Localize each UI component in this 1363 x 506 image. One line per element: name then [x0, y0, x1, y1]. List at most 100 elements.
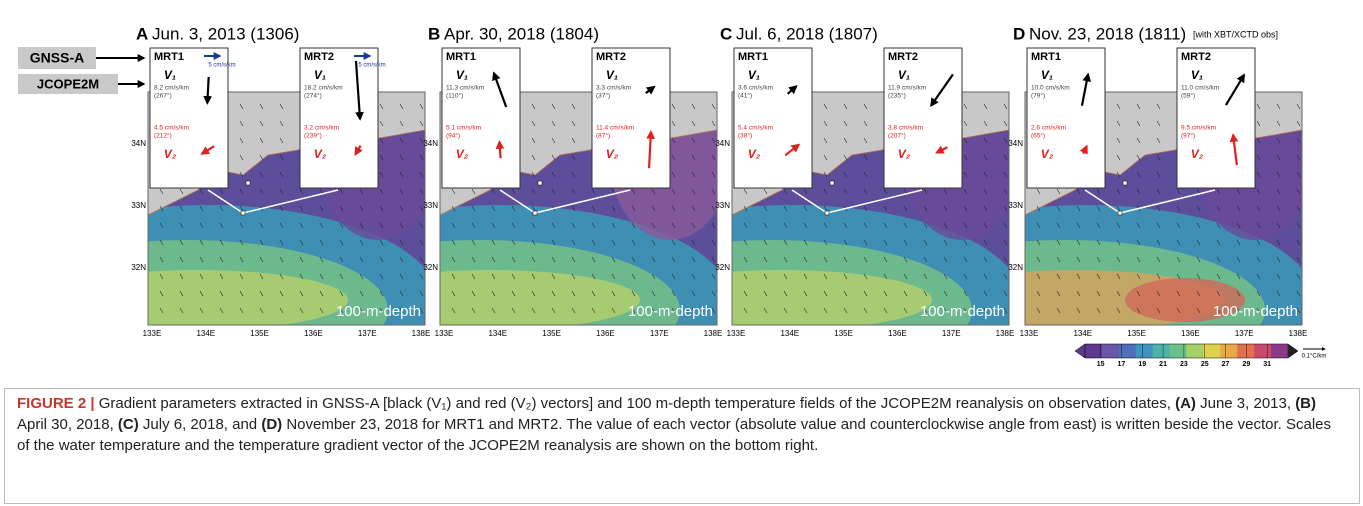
flow-tick — [279, 273, 284, 280]
lat-tick-label: 33N — [1008, 201, 1023, 210]
flow-tick — [279, 188, 284, 195]
flow-tick — [651, 188, 656, 195]
flow-tick — [531, 256, 536, 263]
flow-tick — [339, 256, 344, 263]
flow-tick — [743, 307, 748, 314]
flow-tick — [471, 188, 476, 195]
flow-tick — [511, 273, 516, 280]
flow-tick — [1003, 205, 1008, 212]
flow-tick — [551, 256, 556, 263]
lat-tick-label: 32N — [715, 263, 730, 272]
flow-tick — [359, 222, 364, 229]
flow-tick — [339, 290, 344, 297]
flow-tick — [1116, 188, 1121, 195]
flow-tick — [159, 256, 164, 263]
flow-tick — [1176, 256, 1181, 263]
flow-tick — [1096, 188, 1101, 195]
flow-tick — [1176, 205, 1181, 212]
flow-tick — [631, 273, 636, 280]
flow-tick — [963, 307, 968, 314]
vector-angle: (267°) — [154, 92, 172, 100]
flow-tick — [1156, 188, 1161, 195]
lat-tick-label: 32N — [423, 263, 438, 272]
flow-tick — [551, 154, 556, 161]
depth-label: 100-m-depth — [1213, 303, 1298, 320]
flow-tick — [843, 137, 848, 144]
flow-tick — [379, 171, 384, 178]
caption-text: (A) — [1175, 395, 1196, 412]
flow-tick — [1156, 273, 1161, 280]
map-frame — [439, 91, 718, 326]
inset-box — [1176, 47, 1256, 189]
flow-tick — [1256, 273, 1261, 280]
flow-tick — [1296, 171, 1301, 178]
flow-tick — [1256, 290, 1261, 297]
vector-angle: (97°) — [1181, 132, 1195, 140]
flow-tick — [571, 256, 576, 263]
flow-tick — [691, 256, 696, 263]
lon-tick-label: 137E — [1235, 329, 1254, 338]
flow-tick — [823, 188, 828, 195]
flow-tick — [1216, 205, 1221, 212]
flow-tick — [399, 154, 404, 161]
flow-tick — [591, 273, 596, 280]
flow-tick — [471, 256, 476, 263]
flow-tick — [1116, 273, 1121, 280]
flow-tick — [863, 103, 868, 110]
inset-box — [149, 47, 229, 189]
flow-tick — [531, 239, 536, 246]
flow-tick — [1136, 307, 1141, 314]
flow-tick — [399, 222, 404, 229]
connector — [1084, 189, 1121, 214]
flow-tick — [883, 239, 888, 246]
lat-tick-label: 33N — [715, 201, 730, 210]
flow-tick — [1236, 307, 1241, 314]
lon-tick-label: 133E — [143, 329, 162, 338]
flow-tick — [631, 256, 636, 263]
temp-band — [148, 270, 348, 325]
flow-tick — [863, 205, 868, 212]
colorbar-cell — [1186, 344, 1204, 358]
panel-note: [with XBT/XCTD obs] — [1193, 29, 1278, 39]
flow-tick — [299, 256, 304, 263]
vector-value: 5.1 cm/s/km — [446, 125, 481, 132]
flow-tick — [763, 273, 768, 280]
flow-tick — [611, 222, 616, 229]
flow-tick — [1003, 256, 1008, 263]
flow-tick — [179, 188, 184, 195]
flow-tick — [419, 103, 424, 110]
flow-tick — [1156, 120, 1161, 127]
flow-tick — [1256, 256, 1261, 263]
flow-tick — [943, 239, 948, 246]
flow-tick — [923, 222, 928, 229]
flow-tick — [1296, 103, 1301, 110]
flow-tick — [1056, 256, 1061, 263]
vector-arrow — [354, 60, 364, 121]
flow-tick — [419, 188, 424, 195]
colorbar-tick-label: 21 — [1159, 361, 1167, 368]
flow-tick — [963, 239, 968, 246]
flow-tick — [1076, 188, 1081, 195]
side-label: JCOPE2M — [37, 76, 99, 91]
flow-tick — [319, 307, 324, 314]
colorbar-cell — [1169, 344, 1187, 358]
flow-tick — [1076, 256, 1081, 263]
lon-tick-label: 138E — [412, 329, 431, 338]
flow-tick — [743, 222, 748, 229]
flow-tick — [671, 171, 676, 178]
flow-tick — [691, 290, 696, 297]
flow-tick — [711, 307, 716, 314]
flow-tick — [551, 307, 556, 314]
flow-tick — [823, 154, 828, 161]
inset-box — [299, 47, 379, 189]
flow-tick — [419, 154, 424, 161]
lon-tick-label: 137E — [358, 329, 377, 338]
flow-tick — [279, 222, 284, 229]
flow-tick — [1003, 154, 1008, 161]
flow-tick — [451, 256, 456, 263]
flow-tick — [531, 222, 536, 229]
flow-tick — [823, 239, 828, 246]
site-name: MRT2 — [1181, 51, 1211, 63]
flow-tick — [379, 222, 384, 229]
flow-tick — [763, 205, 768, 212]
